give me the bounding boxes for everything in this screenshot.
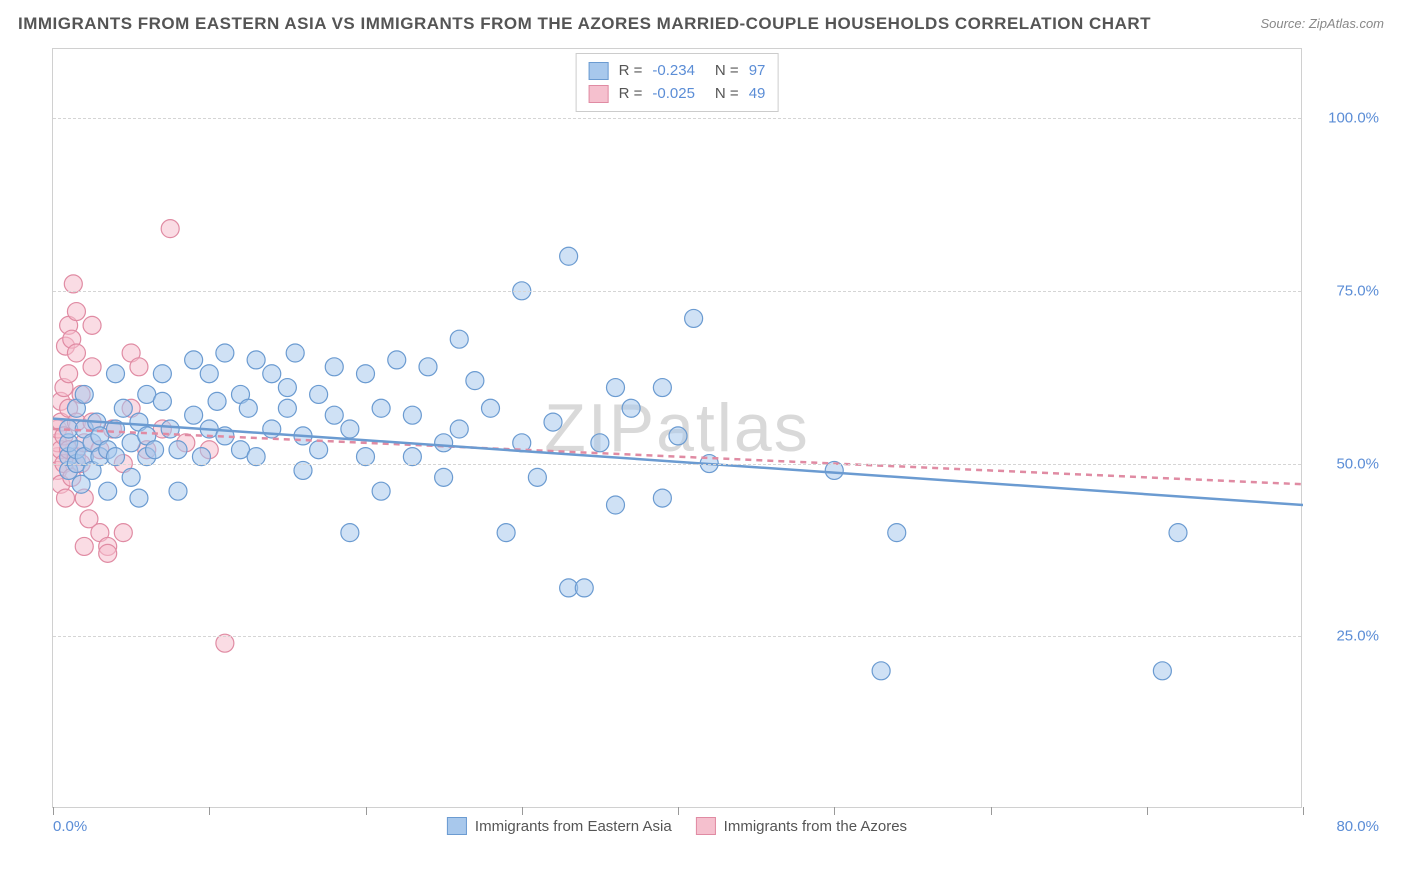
stats-row-series1: R = -0.234 N = 97 <box>589 60 766 83</box>
y-tick-label: 50.0% <box>1336 455 1379 472</box>
r-value-1: -0.234 <box>652 60 695 83</box>
legend-item: Immigrants from Eastern Asia <box>447 817 672 835</box>
swatch-series1 <box>589 62 609 80</box>
legend-swatch <box>447 817 467 835</box>
y-tick-label: 25.0% <box>1336 628 1379 645</box>
x-axis-min-label: 0.0% <box>53 818 87 835</box>
source-attribution: Source: ZipAtlas.com <box>1260 16 1384 31</box>
r-label: R = <box>619 60 643 83</box>
n-label: N = <box>715 83 739 106</box>
swatch-series2 <box>589 85 609 103</box>
scatter-svg <box>53 49 1303 809</box>
r-label: R = <box>619 83 643 106</box>
legend-item: Immigrants from the Azores <box>696 817 907 835</box>
n-label: N = <box>715 60 739 83</box>
legend-label: Immigrants from the Azores <box>724 818 907 835</box>
stats-row-series2: R = -0.025 N = 49 <box>589 83 766 106</box>
n-value-2: 49 <box>749 83 766 106</box>
y-tick-label: 75.0% <box>1336 282 1379 299</box>
x-axis-max-label: 80.0% <box>1336 818 1379 835</box>
y-tick-label: 100.0% <box>1328 110 1379 127</box>
chart-title: IMMIGRANTS FROM EASTERN ASIA VS IMMIGRAN… <box>18 14 1151 34</box>
plot-area: ZIPatlas R = -0.234 N = 97 R = -0.025 N … <box>52 48 1302 808</box>
legend-label: Immigrants from Eastern Asia <box>475 818 672 835</box>
n-value-1: 97 <box>749 60 766 83</box>
series-legend: Immigrants from Eastern Asia Immigrants f… <box>447 817 907 835</box>
r-value-2: -0.025 <box>652 83 695 106</box>
stats-legend: R = -0.234 N = 97 R = -0.025 N = 49 <box>576 53 779 112</box>
chart-container: Married-couple Households ZIPatlas R = -… <box>52 48 1388 836</box>
legend-swatch <box>696 817 716 835</box>
